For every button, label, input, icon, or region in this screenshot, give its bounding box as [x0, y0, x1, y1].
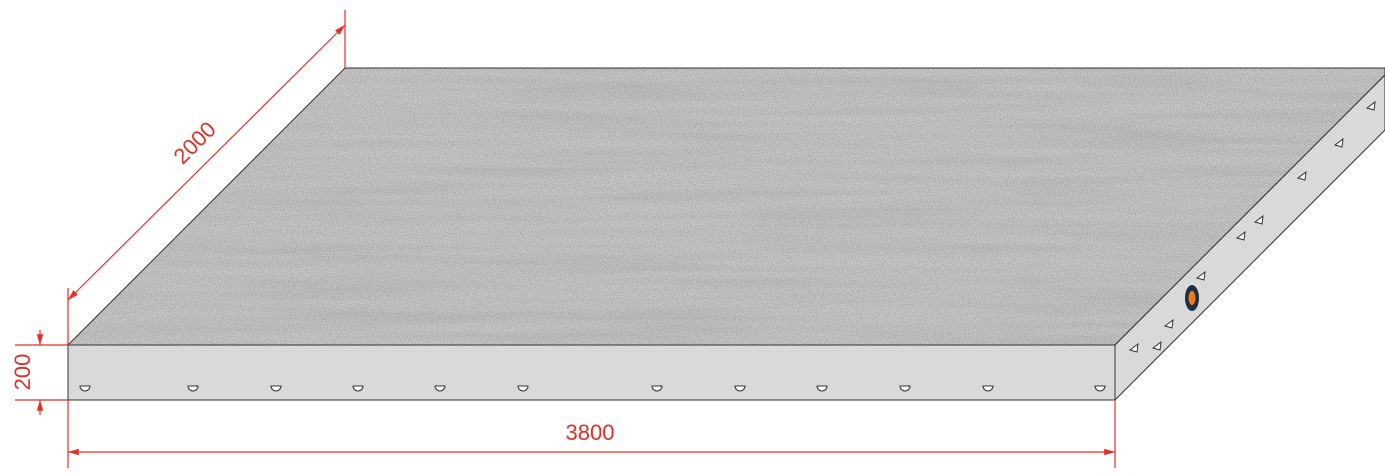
width-label: 2000	[169, 117, 221, 169]
length-dimension: 3800	[67, 400, 1116, 468]
thickness-label: 200	[10, 354, 35, 391]
thickness-dimension: 200	[10, 330, 68, 415]
front-holes	[79, 385, 1106, 392]
front-face	[67, 344, 1116, 401]
length-label: 3800	[566, 420, 615, 445]
pipe-inner	[1188, 291, 1196, 305]
side-holes	[1128, 100, 1376, 353]
